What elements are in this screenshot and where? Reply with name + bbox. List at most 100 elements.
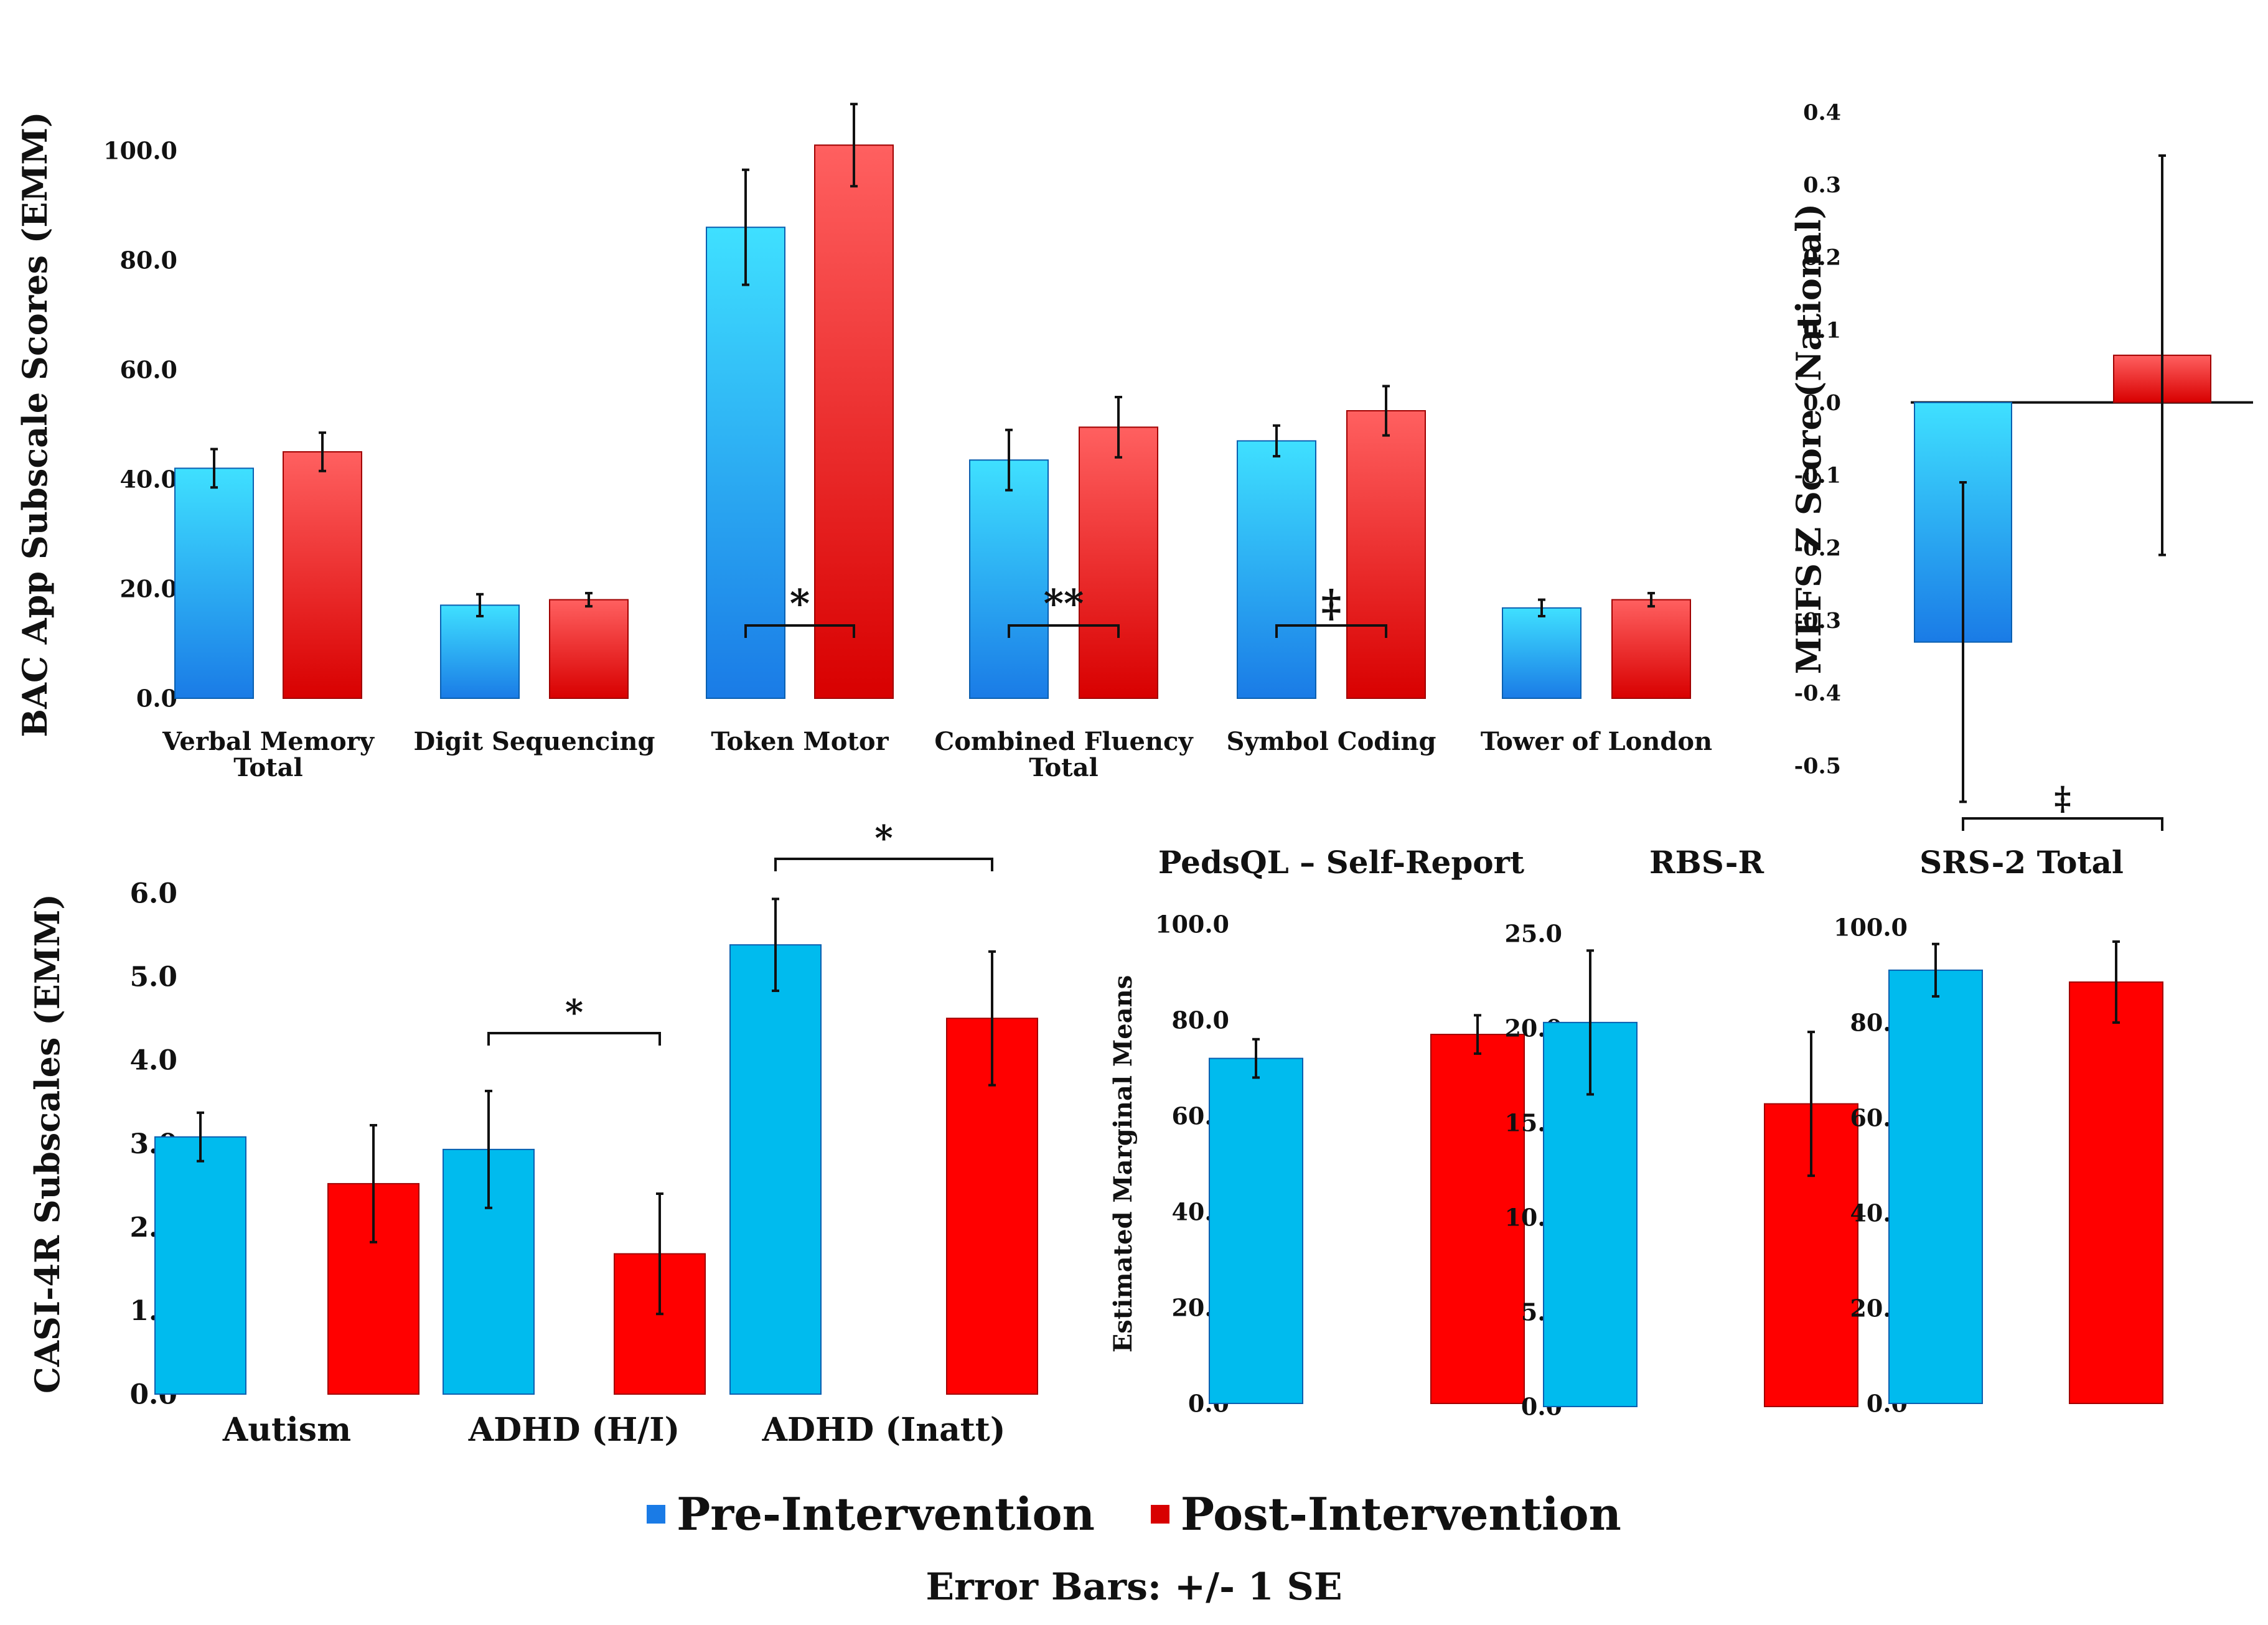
y-tick-label: 0.3 [1803, 172, 1841, 198]
y-axis-label: CASI-4R Subscales (EMM) [27, 894, 67, 1393]
bar-pre [969, 459, 1049, 699]
bar-post [814, 144, 894, 699]
error-bar [742, 168, 749, 286]
bar-pre [154, 1136, 246, 1395]
y-tick-label: 100.0 [103, 136, 177, 164]
chart-mefs: MEFS Z Score (National) -0.5 -0.4 -0.3 -0.2 -… [1789, 100, 2253, 831]
y-tick-label: 60.0 [119, 355, 177, 383]
error-bar [1252, 1037, 1260, 1079]
chart-casi: CASI-4R Subscales (EMM)0.01.02.03.04.05.… [27, 818, 1038, 1449]
bar-pre [1888, 969, 1983, 1404]
chart-rbsr: RBS-R0.05.010.015.020.025.0 [1504, 844, 1858, 1420]
error-bar [850, 103, 858, 188]
error-bar [319, 431, 326, 472]
error-bar [197, 1111, 204, 1163]
category-label: Token Motor [711, 727, 889, 756]
y-tick-label: -0.1 [1794, 463, 1841, 489]
significance-bracket: ‡ [1275, 581, 1387, 638]
y-tick-label: 6.0 [129, 878, 177, 909]
significance-label: * [565, 992, 583, 1033]
significance-label: ‡ [1321, 581, 1341, 626]
category-label: Combined Fluency Total [934, 727, 1194, 782]
error-bar [1647, 592, 1655, 608]
y-tick-label: 40.0 [119, 465, 177, 493]
chart-title: SRS-2 Total [1919, 844, 2124, 881]
error-bar [585, 592, 593, 608]
y-tick-label: 80.0 [119, 246, 177, 274]
bar-post [1611, 599, 1691, 699]
chart-title: PedsQL – Self-Report [1158, 844, 1524, 881]
legend-swatch-post [1150, 1504, 1169, 1524]
legend-label-pre: Pre-Intervention [677, 1487, 1095, 1540]
bar-pre [1209, 1057, 1303, 1404]
category-label: ADHD (Inatt) [762, 1411, 1006, 1449]
error-bar [1382, 385, 1390, 437]
y-tick-label: 25.0 [1504, 919, 1562, 947]
error-bar [1538, 598, 1545, 617]
y-tick-label: 0.1 [1803, 317, 1841, 343]
y-tick-label: 80.0 [1171, 1006, 1229, 1034]
chart-title: RBS-R [1649, 844, 1764, 881]
error-bar [988, 950, 996, 1087]
error-bar [485, 1089, 492, 1209]
significance-bracket: * [487, 992, 661, 1046]
y-tick-label: 100.0 [1834, 913, 1908, 941]
y-tick-label: -0.3 [1794, 608, 1841, 634]
y-tick-label: 0.4 [1803, 100, 1841, 125]
bar-post [2069, 981, 2163, 1404]
bar-post [283, 451, 362, 699]
y-tick-label: 0.0 [1803, 390, 1841, 416]
bar-post [1764, 1103, 1858, 1407]
bar-pre [706, 227, 785, 699]
significance-bracket: ‡ [1962, 780, 2163, 831]
legend-swatch-pre [647, 1504, 666, 1524]
error-bar [1959, 481, 1967, 803]
y-tick-label: -0.4 [1794, 681, 1841, 706]
significance-label: ‡ [2054, 780, 2071, 818]
error-bar [1115, 396, 1122, 459]
bar-pre [1502, 607, 1582, 699]
significance-label: * [874, 818, 893, 859]
bar-pre [1237, 440, 1316, 700]
bar-post [549, 599, 629, 699]
error-bar [772, 897, 779, 992]
y-axis-label: BAC App Subscale Scores (EMM) [15, 111, 55, 737]
error-bar [2112, 940, 2120, 1024]
error-bar [656, 1192, 663, 1316]
error-bar [210, 447, 218, 489]
bar-post [1430, 1034, 1525, 1404]
y-tick-label: 20.0 [119, 574, 177, 602]
significance-bracket: * [744, 581, 855, 638]
y-tick-label: -0.2 [1794, 535, 1841, 561]
error-bar [1273, 424, 1280, 458]
significance-label: * [790, 581, 810, 626]
legend-item-pre: Pre-Intervention [647, 1487, 1095, 1540]
category-label: Symbol Coding [1227, 727, 1436, 756]
error-bar [476, 592, 484, 617]
error-bar [1807, 1031, 1815, 1178]
significance-bracket: * [774, 818, 993, 871]
bar-post [1079, 426, 1158, 700]
significance-label: ** [1044, 581, 1084, 626]
error-bar [1474, 1014, 1481, 1055]
category-label: Digit Sequencing [414, 727, 655, 756]
y-tick-label: 100.0 [1155, 910, 1229, 938]
legend-item-post: Post-Intervention [1150, 1487, 1621, 1540]
category-label: Tower of London [1481, 727, 1712, 756]
error-bar-note: Error Bars: +/- 1 SE [925, 1565, 1343, 1609]
category-label: ADHD (H/I) [468, 1411, 680, 1449]
bar-pre [174, 467, 254, 700]
error-bar [1586, 949, 1594, 1096]
error-bar [2158, 154, 2166, 556]
bar-post [1346, 410, 1426, 699]
bar-pre [729, 944, 822, 1395]
chart-pedsql: PedsQL – Self-Report Estimated Marginal M… [1108, 844, 1525, 1417]
y-tick-label: 0.0 [136, 684, 177, 712]
error-bar [370, 1123, 377, 1243]
y-tick-label: 0.2 [1803, 245, 1841, 271]
y-tick-label: 4.0 [129, 1045, 177, 1077]
category-label: Verbal Memory Total [162, 727, 375, 782]
error-bar [1005, 428, 1013, 492]
